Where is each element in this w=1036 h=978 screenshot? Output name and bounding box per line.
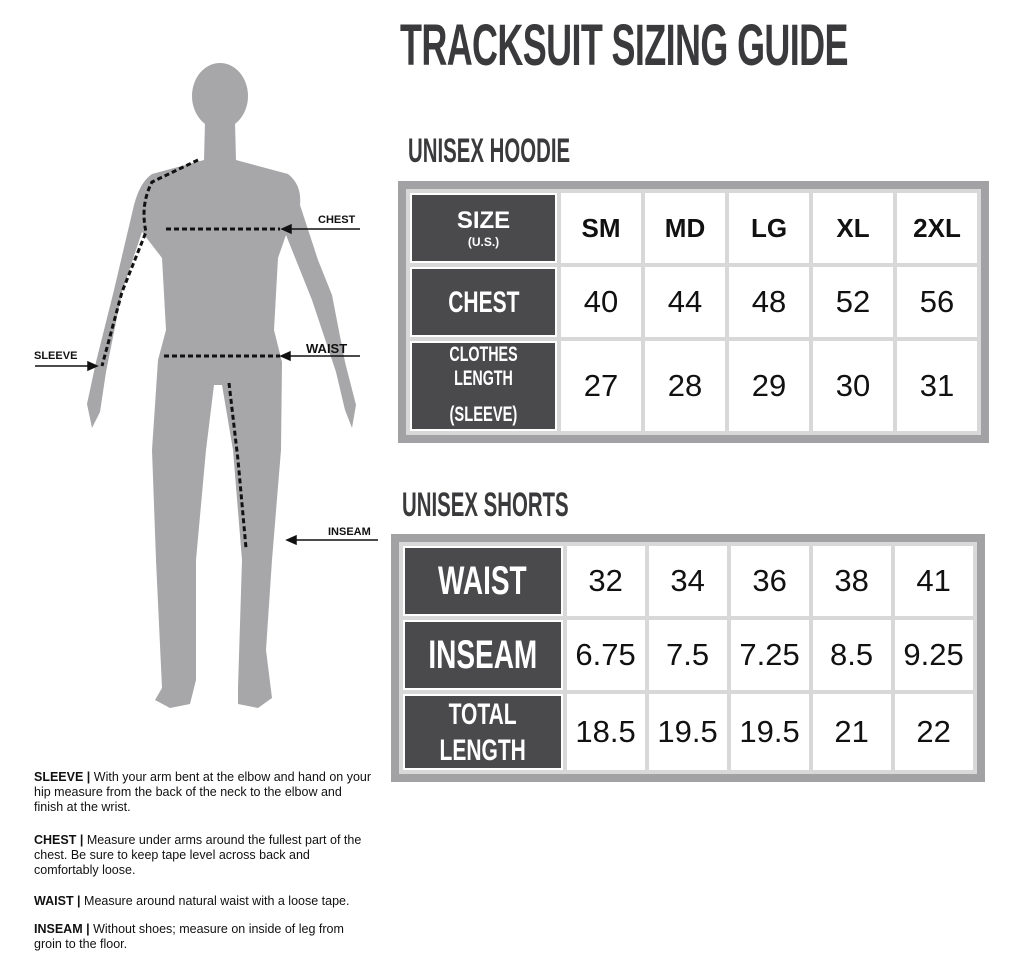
cell: 48 [729,267,809,337]
cell: 19.5 [648,694,727,770]
cell: 44 [645,267,725,337]
cell: 40 [561,267,641,337]
table-row: CHEST 40 44 48 52 56 [410,267,977,337]
figure-head [192,63,248,129]
sleeve-measure-line [100,158,199,367]
shorts-heading: UNISEX SHORTS [402,486,569,524]
cell: 8.5 [812,620,891,690]
cell: 52 [813,267,893,337]
hoodie-size-table: SIZE (U.S.) SM MD LG XL 2XL CHEST 40 44 4… [398,181,989,443]
size-md: MD [645,193,725,263]
cell: 32 [566,546,645,616]
cell: 36 [730,546,809,616]
cell: 7.25 [730,620,809,690]
cell: 30 [813,341,893,431]
sleeve-label: SLEEVE [34,350,78,362]
size-2xl: 2XL [897,193,977,263]
chest-instruction: CHEST | Measure under arms around the fu… [34,833,362,877]
hoodie-heading: UNISEX HOODIE [408,132,571,170]
cell: 27 [561,341,641,431]
cell: 38 [812,546,891,616]
cell: 6.75 [566,620,645,690]
inseam-measure-line [227,382,248,549]
figure-body [87,122,356,708]
size-sm: SM [561,193,641,263]
cell: 29 [729,341,809,431]
size-header: SIZE (U.S.) [410,193,557,263]
cell: 28 [645,341,725,431]
cell: 21 [812,694,891,770]
cell: 41 [894,546,973,616]
chest-label: CHEST [318,214,356,226]
cell: 56 [897,267,977,337]
cell: 7.5 [648,620,727,690]
cell: 22 [894,694,973,770]
cell: 19.5 [730,694,809,770]
cell: 34 [648,546,727,616]
inseam-label: INSEAM [328,526,371,538]
sleeve-instruction: SLEEVE | With your arm bent at the elbow… [34,770,372,814]
row-label: CLOTHES LENGTH(SLEEVE) [410,341,557,431]
row-label: WAIST [403,546,563,616]
table-row: CLOTHES LENGTH(SLEEVE) 27 28 29 30 31 [410,341,977,431]
size-lg: LG [729,193,809,263]
body-measurement-figure [35,63,378,708]
table-row: WAIST 32 34 36 38 41 [403,546,973,616]
row-label: INSEAM [403,620,563,690]
table-row: TOTALLENGTH 18.5 19.5 19.5 21 22 [403,694,973,770]
waist-label: WAIST [306,341,348,356]
cell: 9.25 [894,620,973,690]
table-row: SIZE (U.S.) SM MD LG XL 2XL [410,193,977,263]
size-xl: XL [813,193,893,263]
cell: 18.5 [566,694,645,770]
table-row: INSEAM 6.75 7.5 7.25 8.5 9.25 [403,620,973,690]
row-label: TOTALLENGTH [403,694,563,770]
shorts-size-table: WAIST 32 34 36 38 41 INSEAM 6.75 7.5 7.2… [391,534,985,782]
page-title: TRACKSUIT SIZING GUIDE [400,13,848,78]
inseam-instruction: INSEAM | Without shoes; measure on insid… [34,922,344,951]
row-label: CHEST [410,267,557,337]
waist-instruction: WAIST | Measure around natural waist wit… [34,894,350,908]
cell: 31 [897,341,977,431]
